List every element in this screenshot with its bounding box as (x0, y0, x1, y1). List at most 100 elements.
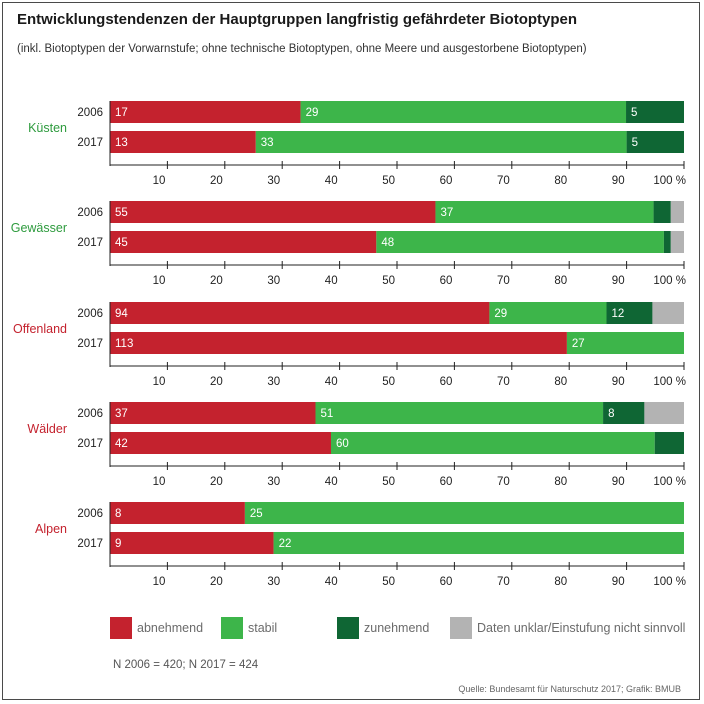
tick-label: 20 (210, 275, 223, 287)
tick-label: 100 % (653, 175, 686, 187)
bar-stabil-2017 (376, 231, 664, 253)
group-label-wälder: Wälder (27, 422, 67, 436)
bar-stabil-2006 (435, 201, 654, 223)
data-label: 22 (279, 538, 292, 550)
data-label: 17 (115, 107, 128, 119)
bar-abnehmend-2006 (110, 402, 316, 424)
year-label: 2017 (77, 137, 103, 149)
legend-label-unklar: Daten unklar/Einstufung nicht sinnvoll (477, 621, 686, 635)
tick-label: 50 (382, 576, 395, 588)
data-label: 13 (115, 137, 128, 149)
tick-label: 60 (440, 576, 453, 588)
bar-stabil-2017 (273, 532, 684, 554)
sample-size-note: N 2006 = 420; N 2017 = 424 (113, 659, 259, 671)
legend-swatch-unklar (450, 617, 472, 639)
data-label: 113 (115, 338, 133, 350)
tick-label: 100 % (653, 576, 686, 588)
bar-abnehmend-2017 (110, 532, 274, 554)
bar-zunehmend-2006 (653, 201, 671, 223)
tick-label: 40 (325, 175, 338, 187)
bar-unklar-2017 (670, 231, 684, 253)
bar-unklar-2006 (670, 201, 684, 223)
bar-stabil-2006 (300, 101, 627, 123)
legend-label-abnehmend: abnehmend (137, 621, 204, 635)
legend-swatch-zunehmend (337, 617, 359, 639)
chart-subtitle: (inkl. Biotoptypen der Vorwarnstufe; ohn… (17, 43, 587, 55)
legend-swatch-stabil (221, 617, 243, 639)
data-label: 94 (115, 308, 128, 320)
data-label: 5 (632, 137, 638, 149)
data-label: 42 (115, 438, 128, 450)
bar-stabil-2006 (489, 302, 607, 324)
source-note: Quelle: Bundesamt für Naturschutz 2017; … (458, 684, 681, 694)
bar-unklar-2006 (652, 302, 684, 324)
tick-label: 40 (325, 275, 338, 287)
tick-label: 50 (382, 376, 395, 388)
bar-abnehmend-2017 (110, 332, 567, 354)
tick-label: 40 (325, 376, 338, 388)
chart-title: Entwicklungstendenzen der Hauptgruppen l… (17, 11, 578, 28)
tick-label: 60 (440, 175, 453, 187)
tick-label: 60 (440, 376, 453, 388)
data-label: 37 (440, 207, 453, 219)
tick-label: 40 (325, 576, 338, 588)
tick-label: 80 (554, 476, 567, 488)
year-label: 2006 (77, 107, 103, 119)
group-label-alpen: Alpen (35, 522, 67, 536)
year-label: 2017 (77, 338, 103, 350)
bar-stabil-2017 (566, 332, 684, 354)
year-label: 2017 (77, 438, 103, 450)
tick-label: 90 (612, 376, 625, 388)
group-label-gewässer: Gewässer (11, 221, 67, 235)
bar-stabil-2017 (330, 432, 655, 454)
tick-label: 20 (210, 576, 223, 588)
bar-abnehmend-2006 (110, 502, 245, 524)
bar-abnehmend-2006 (110, 201, 436, 223)
data-label: 5 (631, 107, 637, 119)
tick-label: 30 (267, 275, 280, 287)
tick-label: 10 (153, 275, 166, 287)
bar-abnehmend-2017 (110, 131, 256, 153)
legend-swatch-abnehmend (110, 617, 132, 639)
tick-label: 70 (497, 576, 510, 588)
tick-label: 10 (153, 376, 166, 388)
tick-label: 100 % (653, 476, 686, 488)
data-label: 37 (115, 408, 128, 420)
tick-label: 70 (497, 476, 510, 488)
bar-zunehmend-2006 (606, 302, 653, 324)
tick-label: 50 (382, 476, 395, 488)
tick-label: 80 (554, 576, 567, 588)
group-label-küsten: Küsten (28, 121, 67, 135)
tick-label: 90 (612, 275, 625, 287)
tick-label: 80 (554, 376, 567, 388)
tick-label: 80 (554, 175, 567, 187)
tick-label: 10 (153, 175, 166, 187)
tick-label: 30 (267, 376, 280, 388)
tick-label: 40 (325, 476, 338, 488)
bar-zunehmend-2006 (626, 101, 684, 123)
bar-stabil-2006 (244, 502, 684, 524)
tick-label: 30 (267, 175, 280, 187)
tick-label: 50 (382, 275, 395, 287)
tick-label: 20 (210, 376, 223, 388)
tick-label: 20 (210, 175, 223, 187)
tick-label: 100 % (653, 376, 686, 388)
tick-label: 90 (612, 175, 625, 187)
data-label: 25 (250, 508, 263, 520)
bar-unklar-2006 (644, 402, 684, 424)
bar-abnehmend-2006 (110, 302, 490, 324)
data-label: 8 (115, 508, 121, 520)
data-label: 8 (608, 408, 614, 420)
year-label: 2006 (77, 508, 103, 520)
data-label: 51 (320, 408, 333, 420)
tick-label: 30 (267, 576, 280, 588)
year-label: 2006 (77, 308, 103, 320)
year-label: 2017 (77, 538, 103, 550)
tick-label: 50 (382, 175, 395, 187)
year-label: 2006 (77, 207, 103, 219)
data-label: 60 (336, 438, 349, 450)
bar-zunehmend-2006 (603, 402, 645, 424)
bar-stabil-2017 (255, 131, 627, 153)
tick-label: 100 % (653, 275, 686, 287)
bar-zunehmend-2017 (654, 432, 684, 454)
